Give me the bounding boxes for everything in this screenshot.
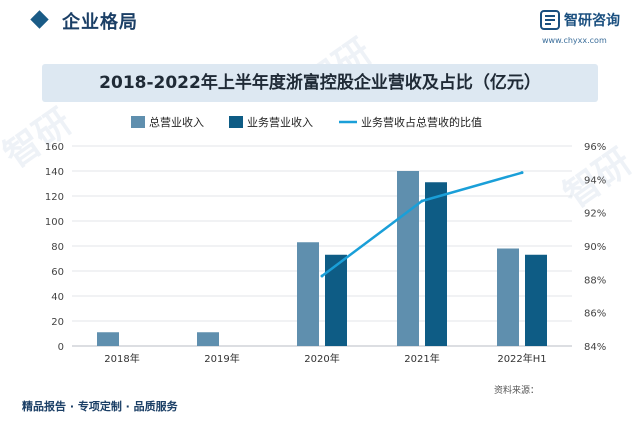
legend-label: 业务营业收入 [247,115,313,129]
bar [97,332,119,346]
section-title: 企业格局 [62,12,138,33]
chart-title-box: 2018-2022年上半年度浙富控股企业营收及占比（亿元） [42,64,598,102]
brand: 智研咨询 www.chyxx.com [540,8,632,48]
x-tick-label: 2019年 [204,352,239,365]
bar [297,242,319,346]
y-left-tick-label: 60 [51,267,64,278]
bar [325,254,347,346]
legend-swatch [131,116,145,128]
bar [197,332,219,346]
y-right-tick-label: 84% [584,342,606,353]
y-left-tick-label: 20 [51,317,64,328]
y-left-tick-label: 80 [51,242,64,253]
bar [525,254,547,346]
bar [397,171,419,346]
header: 企业格局 智研咨询 www.chyxx.com [0,0,640,58]
legend-label: 业务营收占总营收的比值 [361,115,482,129]
y-left-tick-label: 100 [45,217,64,228]
y-left-tick-label: 0 [58,342,64,353]
y-right-tick-label: 94% [584,175,606,186]
x-tick-label: 2020年 [304,352,339,365]
footer-source: 资料来源： [494,386,540,396]
brand-logo-icon [540,10,560,30]
y-right-tick-label: 96% [584,142,606,153]
y-left-tick-label: 140 [45,167,64,178]
diamond-icon [30,10,49,29]
line-point [520,171,524,175]
brand-name: 智研咨询 [564,13,620,29]
y-right-tick-label: 92% [584,209,606,220]
chart: 0 20 40 60 80 100 120 140 160 84% 86% 88% 90% 92% 94% 9… [45,115,606,365]
y-left-tick-label: 40 [51,292,64,303]
y-right-tick-label: 90% [584,242,606,253]
y-left-tick-label: 160 [45,142,64,153]
bar [425,182,447,346]
x-tick-label: 2018年 [104,352,139,365]
y-right-tick-label: 86% [584,309,606,320]
line-series [321,171,523,277]
x-tick-label: 2022年H1 [497,352,546,365]
line-point [420,199,424,203]
line-point [320,274,324,278]
y-left-tick-label: 120 [45,192,64,203]
legend-label: 总营业收入 [149,115,204,129]
footer-tagline: 精品报告 · 专项定制 · 品质服务 [22,400,178,413]
y-right-tick-label: 88% [584,275,606,286]
legend-swatch [229,116,243,128]
brand-url: www.chyxx.com [542,36,607,45]
x-tick-label: 2021年 [404,352,439,365]
bar [497,248,519,346]
chart-title: 2018-2022年上半年度浙富控股企业营收及占比（亿元） [99,73,541,93]
